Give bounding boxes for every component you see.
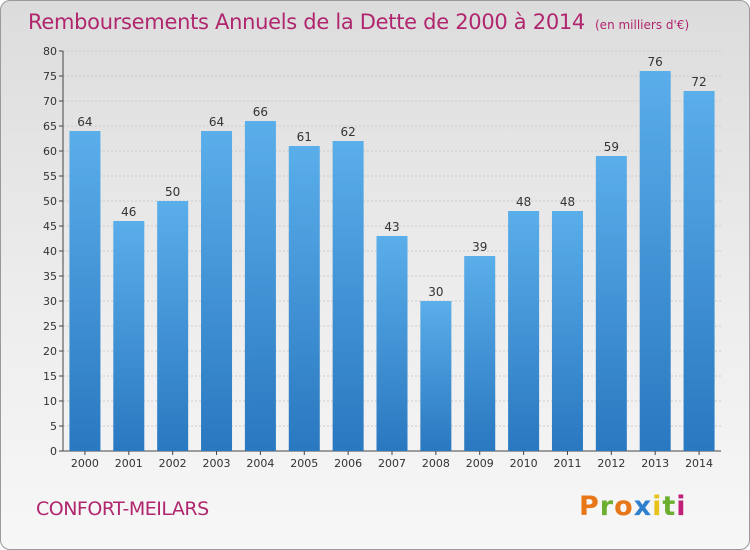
bar-2010: [508, 211, 540, 451]
x-tick-label-2012: 2012: [597, 457, 625, 470]
data-label-2001: 46: [121, 205, 136, 219]
bar-2008: [420, 301, 452, 451]
bar-2004: [244, 121, 276, 451]
data-label-2004: 66: [253, 105, 268, 119]
data-label-2011: 48: [560, 195, 575, 209]
y-tick-label: 25: [43, 320, 57, 333]
brand-letter: i: [676, 491, 687, 522]
data-label-2009: 39: [472, 240, 487, 254]
data-labels: 64 46 50 64 66 61 62 43 30 39 48 48 59 76 72: [77, 55, 706, 299]
x-tick-label-2013: 2013: [641, 457, 669, 470]
y-tick-label: 20: [43, 345, 57, 358]
brand-letter: r: [599, 491, 615, 522]
y-tick-label: 10: [43, 395, 57, 408]
x-tick-label-2003: 2003: [203, 457, 231, 470]
chart-unit: (en milliers d'€): [595, 18, 690, 32]
bar-2009: [464, 256, 496, 451]
y-tick-label: 30: [43, 295, 57, 308]
y-tick-label: 15: [43, 370, 57, 383]
bars: [69, 71, 715, 451]
x-tick-label-2010: 2010: [510, 457, 538, 470]
x-tick-label-2008: 2008: [422, 457, 450, 470]
bar-2007: [376, 236, 408, 451]
x-tick-label-2001: 2001: [115, 457, 143, 470]
chart-title: Remboursements Annuels de la Dette de 20…: [28, 10, 689, 34]
data-label-2002: 50: [165, 185, 180, 199]
y-tick-label: 60: [43, 145, 57, 158]
y-tick-label: 75: [43, 70, 57, 83]
bar-2001: [113, 221, 145, 451]
x-tick-label-2011: 2011: [553, 457, 581, 470]
data-label-2012: 59: [604, 140, 619, 154]
x-tick-label-2005: 2005: [290, 457, 318, 470]
chart-title-text: Remboursements Annuels de la Dette de 20…: [28, 10, 585, 34]
brand-letter: x: [633, 491, 653, 522]
y-tick-label: 0: [50, 445, 57, 458]
bar-2006: [332, 141, 364, 451]
bar-2011: [551, 211, 583, 451]
y-tick-label: 65: [43, 120, 57, 133]
x-tick-label-2002: 2002: [159, 457, 187, 470]
x-tick-label-2007: 2007: [378, 457, 406, 470]
y-tick-label: 35: [43, 270, 57, 283]
data-label-2006: 62: [340, 125, 355, 139]
bar-2000: [69, 131, 101, 451]
data-label-2000: 64: [77, 115, 92, 129]
bar-2003: [201, 131, 233, 451]
y-tick-label: 5: [50, 420, 57, 433]
y-tick-label: 40: [43, 245, 57, 258]
bar-2002: [157, 201, 189, 451]
y-tick-label: 45: [43, 220, 57, 233]
y-tick-label: 50: [43, 195, 57, 208]
x-tick-label-2014: 2014: [685, 457, 713, 470]
data-label-2003: 64: [209, 115, 224, 129]
x-tick-label-2009: 2009: [466, 457, 494, 470]
brand-letter: o: [614, 491, 634, 522]
y-tick-label: 55: [43, 170, 57, 183]
bar-2012: [595, 156, 627, 451]
brand-logo: Proxiti: [579, 491, 687, 522]
bar-2014: [683, 91, 715, 451]
bar-2005: [288, 146, 320, 451]
axes: 0 5 10 15 20 25 30 35 40 45 50 55 60 65 70 75 80 2000 2001…: [43, 45, 721, 470]
brand-letter: P: [579, 491, 600, 522]
data-label-2014: 72: [691, 75, 706, 89]
x-tick-label-2006: 2006: [334, 457, 362, 470]
data-label-2010: 48: [516, 195, 531, 209]
commune-name: CONFORT-MEILARS: [36, 498, 209, 520]
data-label-2008: 30: [428, 285, 443, 299]
x-tick-label-2004: 2004: [246, 457, 274, 470]
y-tick-label: 70: [43, 95, 57, 108]
brand-letter: i: [652, 491, 663, 522]
x-tick-label-2000: 2000: [71, 457, 99, 470]
y-tick-label: 80: [43, 45, 57, 58]
data-label-2013: 76: [648, 55, 663, 69]
data-label-2007: 43: [384, 220, 399, 234]
bar-2013: [639, 71, 671, 451]
data-label-2005: 61: [297, 130, 312, 144]
brand-letter: t: [662, 491, 677, 522]
